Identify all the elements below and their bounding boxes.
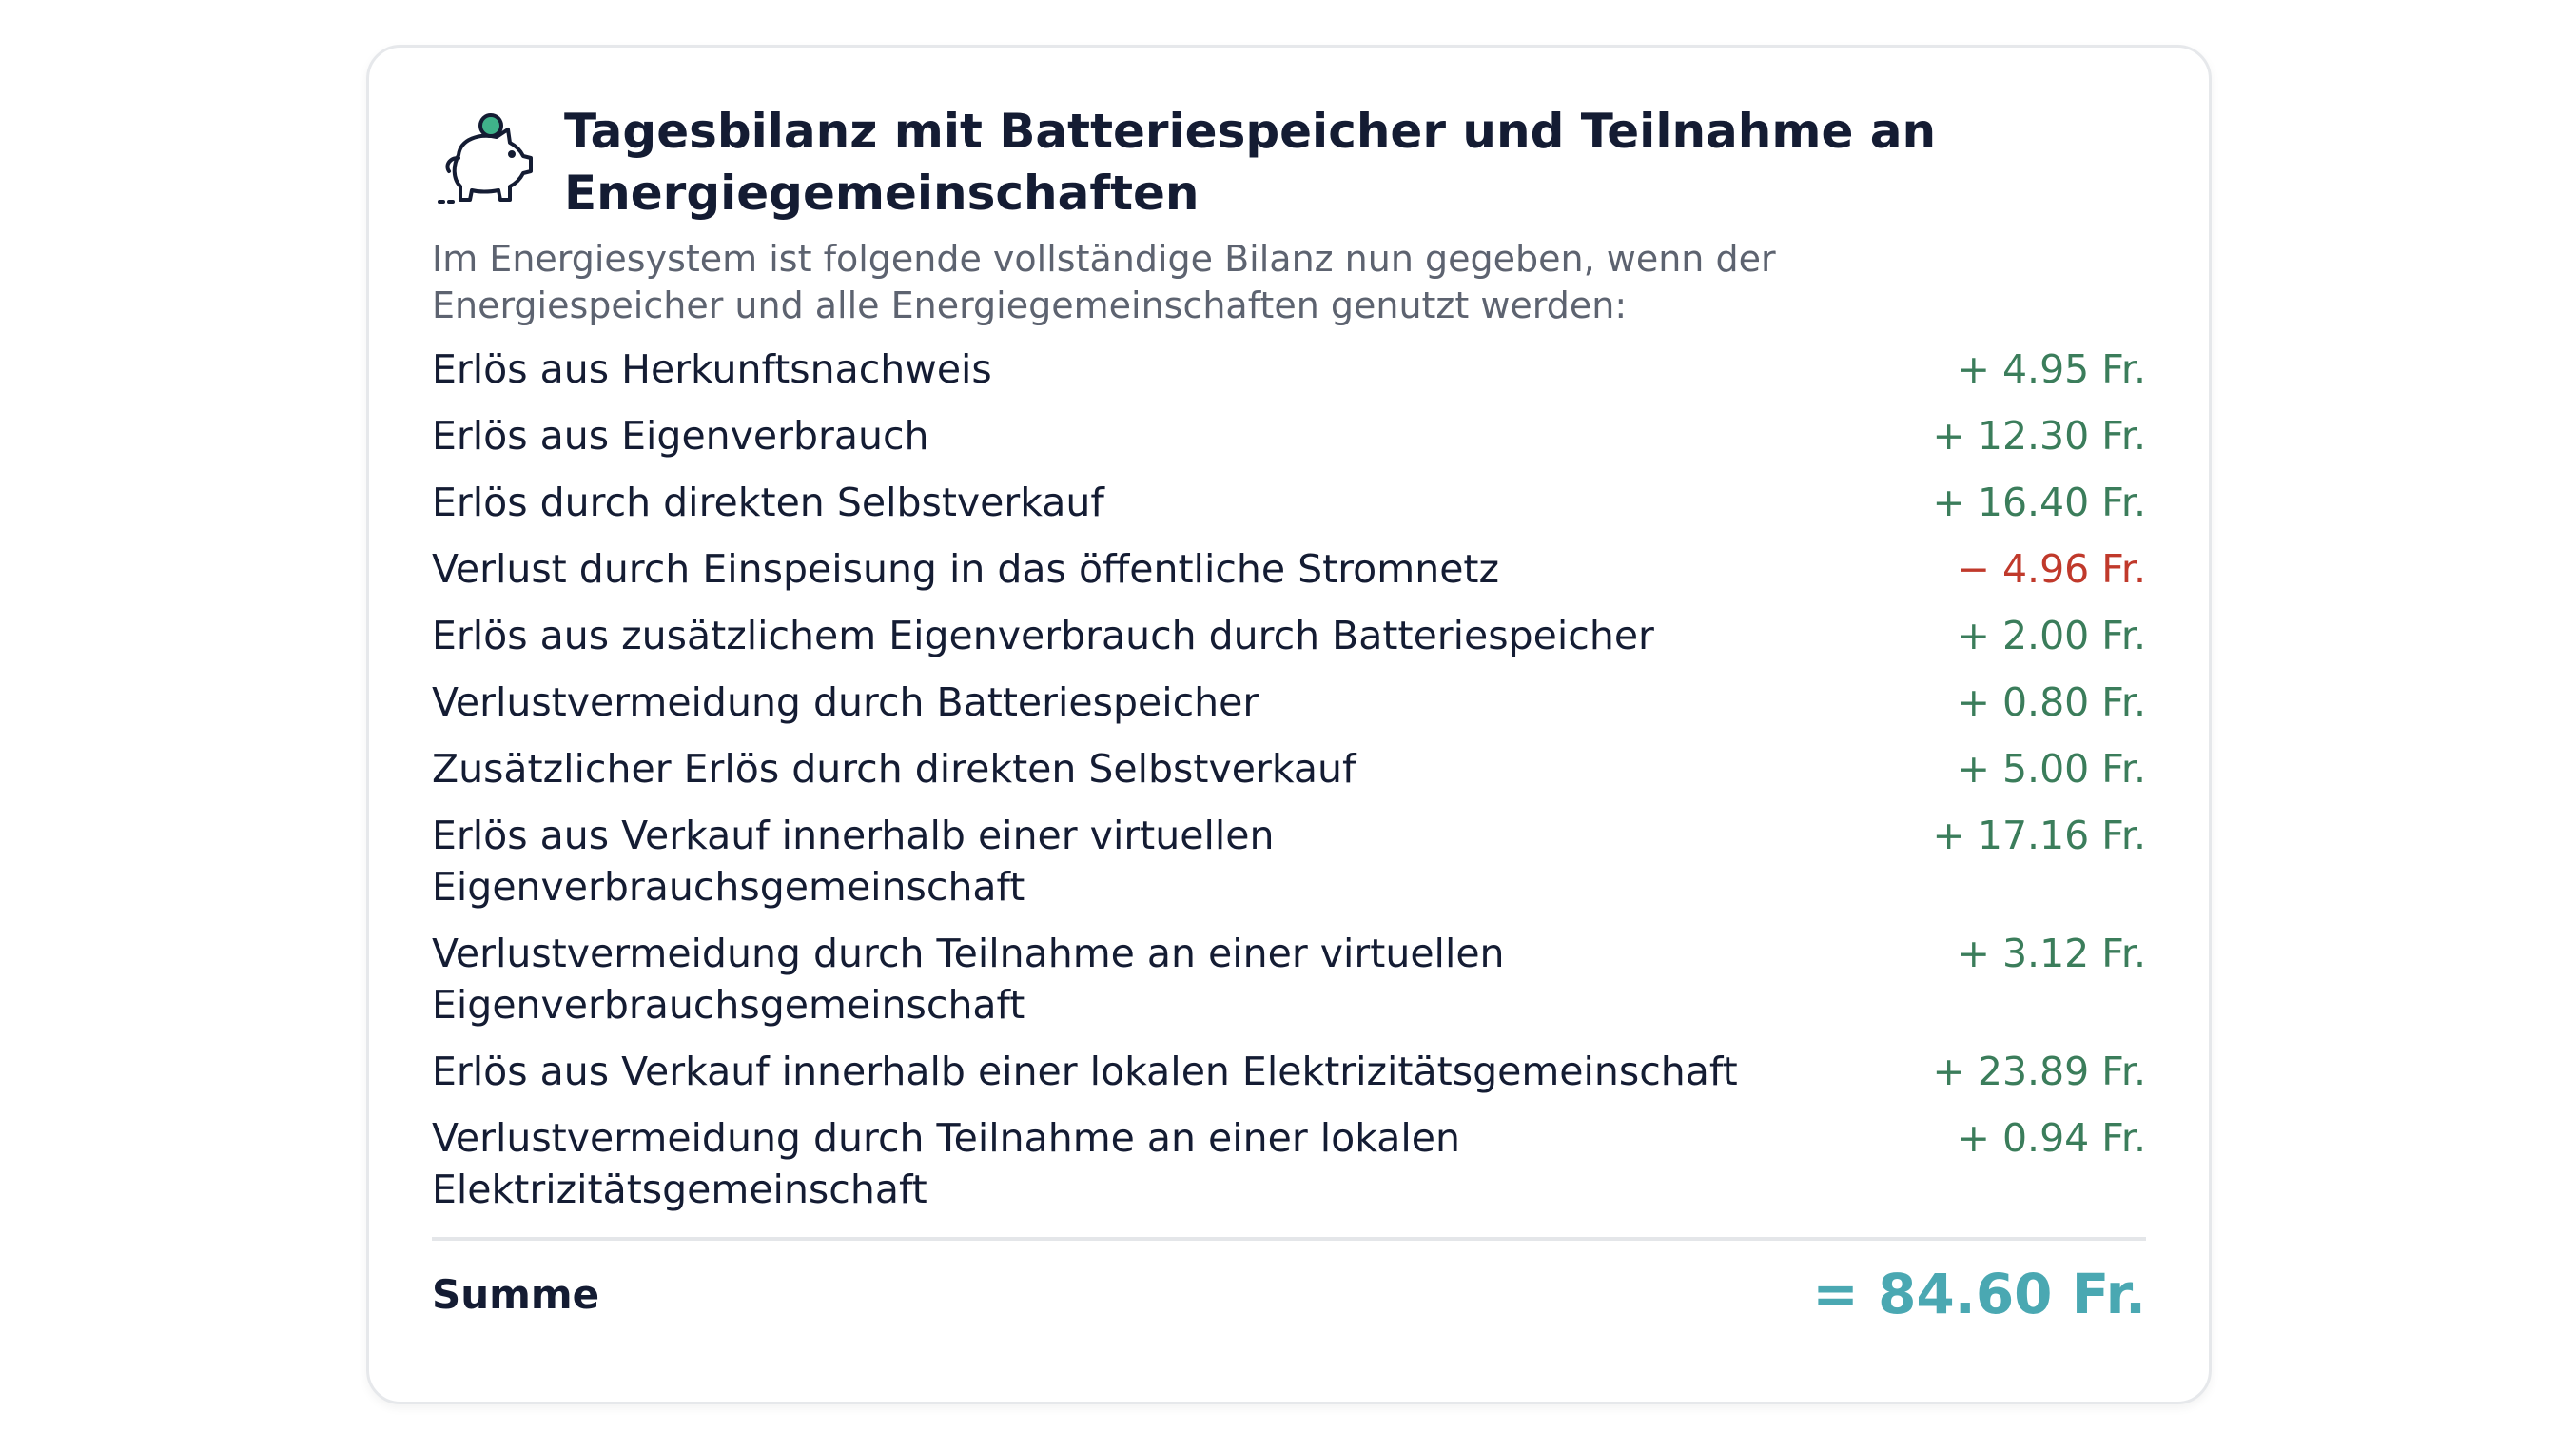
row-label-line: Erlös aus Verkauf innerhalb einer virtue… [432, 813, 1275, 858]
row-label-line: Erlös aus Herkunftsnachweis [432, 346, 992, 392]
balance-row: Verlustvermeidung durch Teilnahme an ein… [432, 1112, 2146, 1230]
total-amount: = 84.60 Fr. [1812, 1262, 2146, 1326]
balance-row: Zusätzlicher Erlös durch direkten Selbst… [432, 743, 2146, 810]
row-label: Erlös aus Verkauf innerhalb einer lokale… [432, 1046, 1738, 1097]
row-label-line: Erlös aus zusätzlichem Eigenverbrauch du… [432, 613, 1654, 658]
card-title: Tagesbilanz mit Batteriespeicher und Tei… [564, 101, 1936, 225]
row-label: Erlös aus zusätzlichem Eigenverbrauch du… [432, 610, 1654, 661]
balance-row: Erlös aus Herkunftsnachweis + 4.95 Fr. [432, 343, 2146, 410]
row-amount: + 5.00 Fr. [1957, 746, 2146, 792]
row-label-line: Eigenverbrauchsgemeinschaft [432, 982, 1025, 1028]
divider [432, 1237, 2146, 1241]
piggy-bank-icon [438, 113, 533, 204]
balance-row: Erlös aus zusätzlichem Eigenverbrauch du… [432, 610, 2146, 677]
balance-row: Verlustvermeidung durch Teilnahme an ein… [432, 928, 2146, 1046]
row-amount: + 4.95 Fr. [1957, 346, 2146, 392]
row-amount: + 0.94 Fr. [1957, 1115, 2146, 1161]
title-line: Energiegemeinschaften [564, 166, 1200, 221]
row-label: Verlustvermeidung durch Teilnahme an ein… [432, 928, 1505, 1030]
row-label-line: Verlust durch Einspeisung in das öffentl… [432, 546, 1500, 592]
total-label: Summe [432, 1270, 600, 1318]
row-amount: + 16.40 Fr. [1932, 480, 2146, 525]
row-label: Verlustvermeidung durch Teilnahme an ein… [432, 1112, 1460, 1215]
balance-row: Verlust durch Einspeisung in das öffentl… [432, 543, 2146, 610]
subtitle-line: Im Energiesystem ist folgende vollständi… [432, 238, 1776, 280]
row-label: Verlust durch Einspeisung in das öffentl… [432, 543, 1499, 595]
row-label-line: Erlös aus Eigenverbrauch [432, 413, 929, 459]
total-row: Summe = 84.60 Fr. [432, 1262, 2146, 1326]
row-label-line: Verlustvermeidung durch Teilnahme an ein… [432, 931, 1505, 976]
row-amount: + 17.16 Fr. [1932, 813, 2146, 858]
row-label-line: Eigenverbrauchsgemeinschaft [432, 864, 1025, 910]
title-line: Tagesbilanz mit Batteriespeicher und Tei… [564, 104, 1937, 159]
balance-row: Erlös aus Verkauf innerhalb einer lokale… [432, 1046, 2146, 1112]
row-amount: + 12.30 Fr. [1932, 413, 2146, 459]
row-amount: − 4.96 Fr. [1957, 546, 2146, 592]
row-amount: + 2.00 Fr. [1957, 613, 2146, 658]
row-amount: + 3.12 Fr. [1957, 931, 2146, 976]
row-label-line: Verlustvermeidung durch Teilnahme an ein… [432, 1115, 1460, 1161]
row-label-line: Elektrizitätsgemeinschaft [432, 1167, 927, 1212]
balance-card: Tagesbilanz mit Batteriespeicher und Tei… [366, 45, 2212, 1404]
row-amount: + 23.89 Fr. [1932, 1049, 2146, 1094]
card-header: Tagesbilanz mit Batteriespeicher und Tei… [432, 101, 2146, 225]
row-label-line: Erlös aus Verkauf innerhalb einer lokale… [432, 1049, 1738, 1094]
row-label: Erlös aus Eigenverbrauch [432, 410, 929, 461]
balance-row: Erlös aus Eigenverbrauch + 12.30 Fr. [432, 410, 2146, 477]
row-label-line: Zusätzlicher Erlös durch direkten Selbst… [432, 746, 1356, 792]
balance-row: Erlös durch direkten Selbstverkauf + 16.4… [432, 477, 2146, 543]
row-label: Erlös aus Verkauf innerhalb einer virtue… [432, 810, 1274, 912]
balance-rows: Erlös aus Herkunftsnachweis + 4.95 Fr. Erl… [432, 343, 2146, 1230]
row-label-line: Verlustvermeidung durch Batteriespeicher [432, 679, 1259, 725]
balance-row: Erlös aus Verkauf innerhalb einer virtue… [432, 810, 2146, 928]
card-subtitle: Im Energiesystem ist folgende vollständi… [432, 236, 2146, 329]
row-label: Zusätzlicher Erlös durch direkten Selbst… [432, 743, 1356, 795]
row-amount: + 0.80 Fr. [1957, 679, 2146, 725]
row-label-line: Erlös durch direkten Selbstverkauf [432, 480, 1104, 525]
row-label: Erlös aus Herkunftsnachweis [432, 343, 992, 395]
subtitle-line: Energiespeicher und alle Energiegemeinsc… [432, 285, 1628, 326]
row-label: Erlös durch direkten Selbstverkauf [432, 477, 1104, 528]
row-label: Verlustvermeidung durch Batteriespeicher [432, 677, 1259, 728]
balance-row: Verlustvermeidung durch Batteriespeicher… [432, 677, 2146, 743]
